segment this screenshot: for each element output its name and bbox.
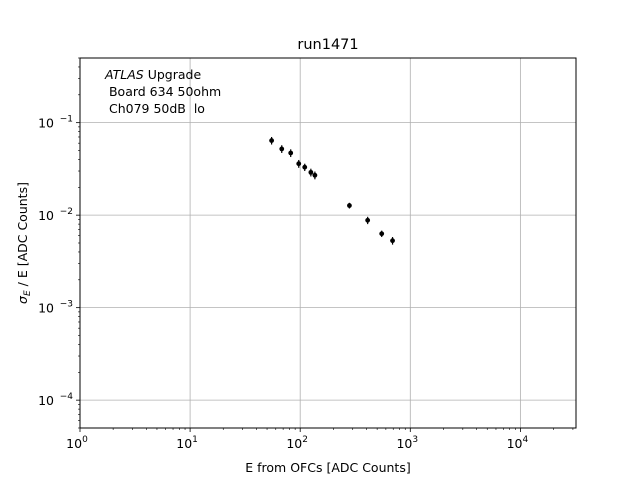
point-marker (312, 172, 318, 178)
data-point (288, 149, 294, 158)
point-marker (279, 146, 285, 152)
x-axis-label: E from OFCs [ADC Counts] (245, 460, 410, 475)
point-marker (288, 150, 294, 156)
data-point (365, 216, 371, 225)
y-tick-exponent: −4 (60, 392, 74, 402)
point-marker (269, 138, 275, 143)
y-label-subscript: E (23, 290, 33, 296)
y-tick-label: 10 −3 (38, 300, 73, 316)
annotation-line3: Ch079 50dB lo (105, 101, 205, 116)
point-marker (365, 217, 371, 223)
x-axis-ticks: 100 101 102 103 104 (66, 428, 574, 451)
annotation-upgrade: Upgrade (144, 67, 202, 82)
point-marker (390, 238, 395, 244)
data-point (269, 136, 275, 145)
y-tick-base: 10 (38, 393, 54, 408)
x-tick-label: 102 (286, 435, 308, 451)
annotation-line2: Board 634 50ohm (105, 84, 221, 99)
y-tick-base: 10 (38, 116, 54, 131)
y-label-symbol: σ (15, 295, 30, 304)
x-tick-exponent: 3 (412, 435, 418, 445)
data-point (279, 145, 285, 153)
x-tick-exponent: 0 (82, 435, 88, 445)
x-tick-label: 101 (176, 435, 198, 451)
data-point (347, 202, 352, 209)
chart-title: run1471 (297, 37, 358, 53)
x-tick-exponent: 2 (302, 435, 308, 445)
y-tick-base: 10 (38, 301, 54, 316)
point-marker (296, 161, 302, 167)
x-tick-base: 10 (66, 436, 82, 451)
x-tick-label: 100 (66, 435, 88, 451)
x-tick-base: 10 (176, 436, 192, 451)
plot-area (80, 58, 576, 428)
data-point (302, 163, 308, 172)
x-tick-label: 104 (507, 435, 529, 451)
y-axis-ticks: 10 −4 10 −3 10 −2 10 −1 (38, 57, 80, 429)
point-marker (302, 164, 308, 170)
annotation: ATLAS Upgrade Board 634 50ohm Ch079 50dB… (104, 67, 221, 116)
y-axis-label: σE / E [ADC Counts] (15, 182, 33, 304)
data-point (296, 159, 302, 168)
x-tick-base: 10 (286, 436, 302, 451)
y-tick-exponent: −2 (60, 207, 73, 217)
data-point (390, 237, 395, 245)
data-point (312, 171, 318, 180)
x-tick-exponent: 1 (192, 435, 198, 445)
y-label-rest: / E [ADC Counts] (15, 182, 30, 290)
x-tick-base: 10 (396, 436, 412, 451)
data-point (379, 230, 385, 238)
x-tick-base: 10 (507, 436, 523, 451)
y-tick-exponent: −3 (60, 300, 73, 310)
annotation-line1: ATLAS Upgrade (104, 67, 201, 82)
annotation-atlas: ATLAS (104, 67, 144, 82)
y-tick-label: 10 −2 (38, 207, 73, 223)
y-tick-base: 10 (38, 208, 54, 223)
point-marker (308, 169, 314, 175)
x-tick-label: 103 (396, 435, 418, 451)
y-gridlines (80, 122, 576, 401)
data-point (308, 168, 314, 177)
y-tick-label: 10 −1 (38, 115, 73, 131)
data-points (269, 136, 395, 245)
point-marker (379, 231, 385, 237)
y-tick-label: 10 −4 (38, 392, 73, 408)
y-tick-exponent: −1 (60, 115, 73, 125)
point-marker (347, 203, 352, 208)
x-tick-exponent: 4 (522, 435, 528, 445)
